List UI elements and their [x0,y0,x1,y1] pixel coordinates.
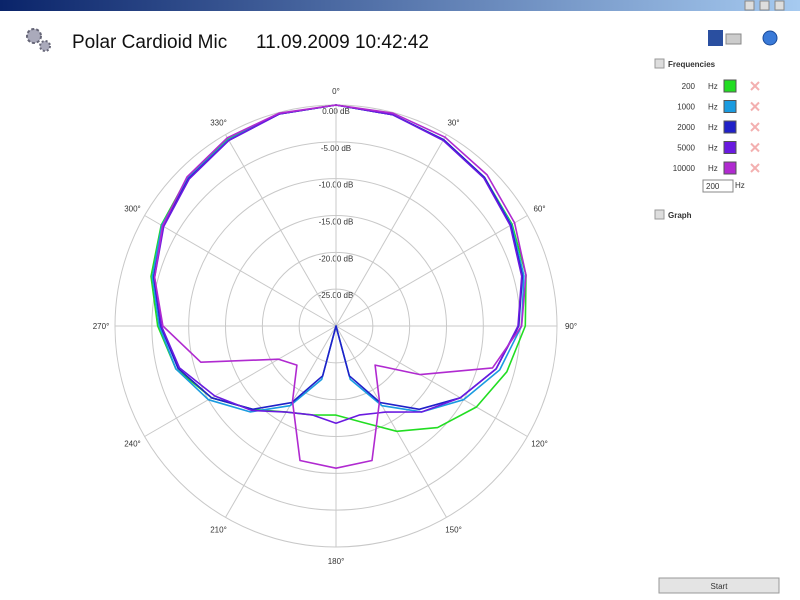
grid-spoke [225,325,337,518]
theta-tick-label: 300° [124,205,141,214]
theta-tick-label: 330° [210,118,227,127]
legend-unit: Hz [708,103,718,112]
legend-unit: Hz [708,164,718,173]
grid-spoke [335,325,528,437]
remove-icon[interactable] [750,142,760,153]
grid-spoke [335,215,528,327]
grid-spoke [144,325,337,437]
start-label: Start [711,582,729,591]
grid-spoke [335,134,447,327]
timestamp: 11.09.2009 10:42:42 [256,32,429,53]
title: Polar Cardioid Mic [72,32,227,53]
legend-frequency: 1000 [677,103,695,112]
remove-icon[interactable] [750,122,760,132]
legend-color[interactable] [723,161,737,175]
graph-header: Graph [668,211,692,220]
expand-button[interactable] [654,209,665,220]
settings-icon[interactable] [26,28,51,52]
remove-icon[interactable] [750,101,760,112]
theta-tick-label: 120° [531,440,548,449]
theta-tick-label: 0° [332,87,340,96]
theta-tick-label: 210° [210,526,227,535]
grid-spoke [225,134,337,327]
remove-icon[interactable] [750,163,760,173]
theta-tick-label: 60° [533,205,545,214]
legend-frequency: 5000 [677,144,695,153]
back-icon[interactable] [762,30,778,46]
theta-tick-label: 240° [124,440,141,449]
legend-unit: Hz [708,123,718,132]
polar-line [153,104,527,469]
legend-unit: Hz [708,82,718,91]
legend-color[interactable] [723,141,737,154]
close-button[interactable] [774,0,785,11]
theta-tick-label: 90° [565,322,577,331]
maximize-button[interactable] [759,0,770,11]
print-icon[interactable] [725,33,742,45]
start-button[interactable] [658,577,780,594]
legend-color[interactable] [723,120,737,134]
minimize-button[interactable] [744,0,755,11]
collapse-button[interactable] [654,58,665,69]
theta-tick-label: 180° [328,557,345,566]
theta-tick-label: 30° [447,118,459,127]
frequencies-header: Frequencies [668,60,716,69]
theta-tick-label: 270° [93,322,110,331]
legend-frequency: 10000 [673,164,696,173]
legend-frequency: 200 [682,82,696,91]
legend-frequency: 2000 [677,123,695,132]
save-icon[interactable] [708,30,723,46]
legend-color[interactable] [723,79,737,93]
polar-line [153,104,523,424]
frequency-input-value: 200 [706,182,720,191]
frequency-input[interactable] [702,179,734,193]
remove-icon[interactable] [750,81,760,91]
grid-spoke [335,325,447,518]
title-bar [0,0,800,11]
legend-color[interactable] [723,100,737,113]
legend-unit: Hz [708,144,718,153]
input-unit: Hz [735,181,745,190]
theta-tick-label: 150° [445,526,462,535]
grid-spoke [144,215,337,327]
polar-line [150,104,527,433]
